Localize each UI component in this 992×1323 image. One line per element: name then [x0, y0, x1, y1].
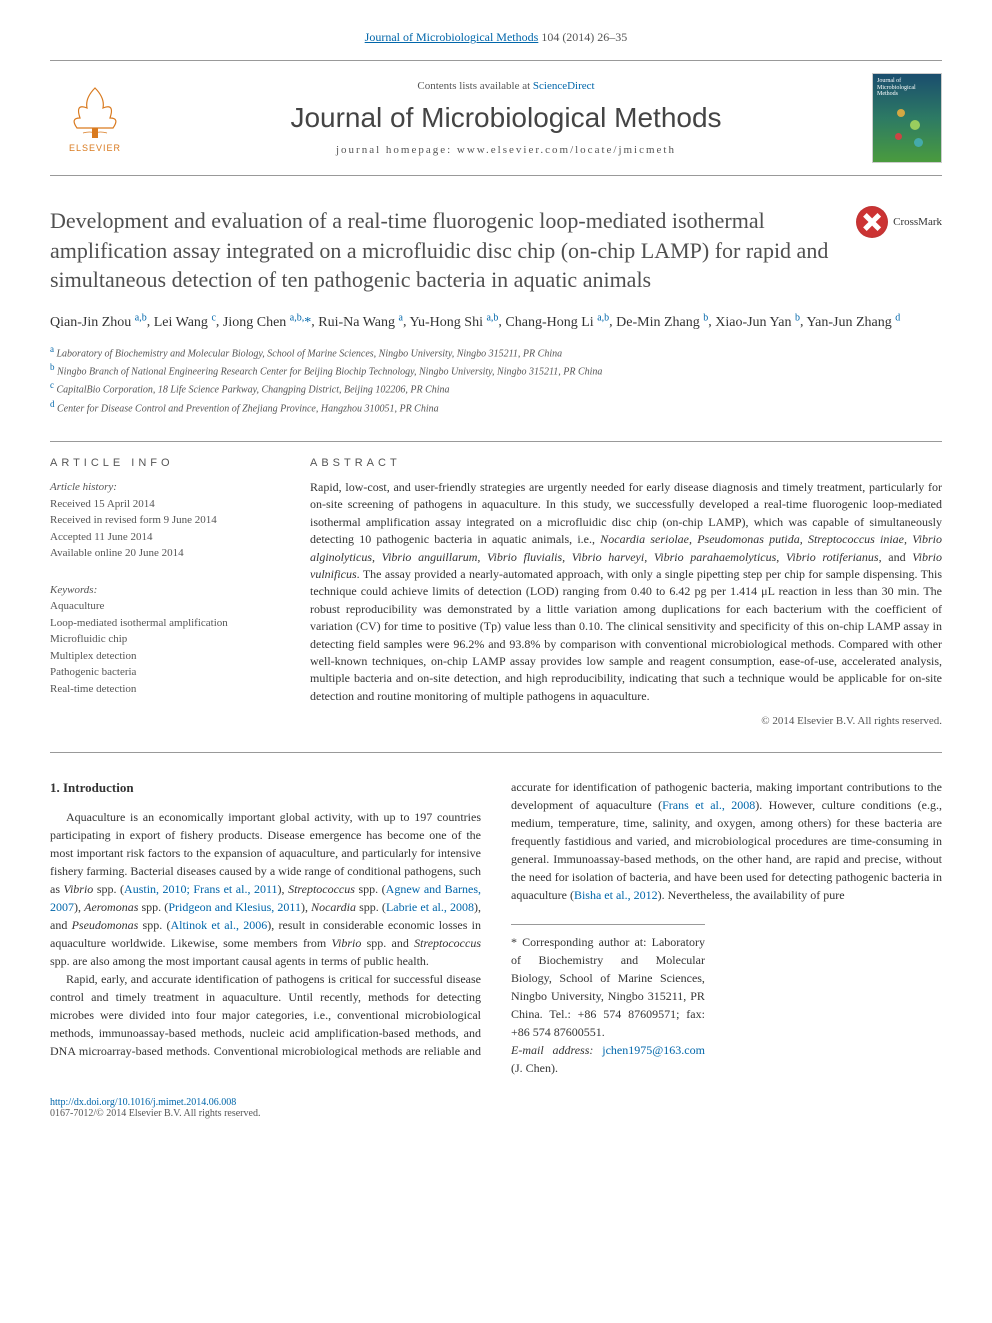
- ref-austin[interactable]: Austin, 2010; Frans et al., 2011: [124, 882, 278, 896]
- intro-p1: Aquaculture is an economically important…: [50, 808, 481, 970]
- history-header: Article history:: [50, 479, 280, 496]
- online-date: Available online 20 June 2014: [50, 545, 280, 562]
- affiliation: d Center for Disease Control and Prevent…: [50, 398, 942, 416]
- author-list: Qian-Jin Zhou a,b, Lei Wang c, Jiong Che…: [50, 310, 942, 333]
- doi-link[interactable]: http://dx.doi.org/10.1016/j.mimet.2014.0…: [50, 1097, 942, 1108]
- contents-line: Contents lists available at ScienceDirec…: [160, 80, 852, 92]
- received-date: Received 15 April 2014: [50, 496, 280, 513]
- corr-star: *: [511, 935, 517, 949]
- abstract-copyright: © 2014 Elsevier B.V. All rights reserved…: [310, 715, 942, 727]
- ref-pridgeon[interactable]: Pridgeon and Klesius, 2011: [168, 900, 301, 914]
- crossmark-label: CrossMark: [893, 216, 942, 228]
- keyword: Loop-mediated isothermal amplification: [50, 615, 280, 632]
- email-name: (J. Chen).: [511, 1061, 558, 1075]
- elsevier-tree-icon: [65, 83, 125, 143]
- keyword: Multiplex detection: [50, 648, 280, 665]
- author: Chang-Hong Li a,b: [505, 315, 609, 330]
- issn-copyright: 0167-7012/© 2014 Elsevier B.V. All right…: [50, 1108, 942, 1119]
- revised-date: Received in revised form 9 June 2014: [50, 512, 280, 529]
- author: Yu-Hong Shi a,b: [409, 315, 498, 330]
- author: Lei Wang c: [154, 315, 216, 330]
- elsevier-logo: ELSEVIER: [50, 73, 140, 163]
- journal-header: ELSEVIER Contents lists available at Sci…: [50, 60, 942, 176]
- affiliation: c CapitalBio Corporation, 18 Life Scienc…: [50, 379, 942, 397]
- keywords-header: Keywords:: [50, 582, 280, 599]
- rule-2: [50, 752, 942, 753]
- sciencedirect-link[interactable]: ScienceDirect: [533, 80, 595, 92]
- keywords-block: Keywords: AquacultureLoop-mediated isoth…: [50, 582, 280, 698]
- author: Xiao-Jun Yan b: [715, 315, 800, 330]
- author: Jiong Chen a,b,*: [223, 315, 311, 330]
- elsevier-text: ELSEVIER: [69, 143, 121, 153]
- journal-title: Journal of Microbiological Methods: [160, 102, 852, 134]
- affiliation: a Laboratory of Biochemistry and Molecul…: [50, 343, 942, 361]
- top-journal[interactable]: Journal of Microbiological Methods: [365, 30, 539, 44]
- corresponding-footer: * Corresponding author at: Laboratory of…: [511, 924, 705, 1077]
- article-info-label: ARTICLE INFO: [50, 457, 280, 469]
- author: Qian-Jin Zhou a,b: [50, 315, 147, 330]
- homepage-url[interactable]: www.elsevier.com/locate/jmicmeth: [457, 144, 676, 156]
- introduction-body: 1. Introduction Aquaculture is an econom…: [50, 778, 942, 1077]
- top-citation: Journal of Microbiological Methods 104 (…: [50, 30, 942, 45]
- ref-altinok[interactable]: Altinok et al., 2006: [170, 918, 267, 932]
- rule-1: [50, 441, 942, 442]
- author: De-Min Zhang b: [616, 315, 708, 330]
- journal-cover-thumb: Journal of Microbiological Methods: [872, 73, 942, 163]
- affiliation-list: a Laboratory of Biochemistry and Molecul…: [50, 343, 942, 416]
- crossmark-icon: [856, 206, 888, 238]
- doi-block: http://dx.doi.org/10.1016/j.mimet.2014.0…: [50, 1097, 942, 1119]
- keyword: Real-time detection: [50, 681, 280, 698]
- keyword: Microfluidic chip: [50, 631, 280, 648]
- ref-bisha[interactable]: Bisha et al., 2012: [574, 888, 658, 902]
- crossmark-badge[interactable]: CrossMark: [856, 206, 942, 238]
- journal-homepage: journal homepage: www.elsevier.com/locat…: [160, 144, 852, 156]
- abstract-text: Rapid, low-cost, and user-friendly strat…: [310, 479, 942, 705]
- article-history: Article history: Received 15 April 2014 …: [50, 479, 280, 562]
- ref-frans[interactable]: Frans et al., 2008: [662, 798, 755, 812]
- corresponding-text: Corresponding author at: Laboratory of B…: [511, 935, 705, 1039]
- author: Yan-Jun Zhang d: [806, 315, 900, 330]
- intro-heading: 1. Introduction: [50, 778, 481, 798]
- keyword: Aquaculture: [50, 598, 280, 615]
- email-label: E-mail address:: [511, 1043, 593, 1057]
- author: Rui-Na Wang a: [318, 315, 403, 330]
- article-title: Development and evaluation of a real-tim…: [50, 206, 841, 295]
- keyword: Pathogenic bacteria: [50, 664, 280, 681]
- accepted-date: Accepted 11 June 2014: [50, 529, 280, 546]
- top-cite: 104 (2014) 26–35: [541, 30, 627, 44]
- email-link[interactable]: jchen1975@163.com: [602, 1043, 705, 1057]
- abstract-label: ABSTRACT: [310, 457, 942, 469]
- ref-labrie[interactable]: Labrie et al., 2008: [386, 900, 474, 914]
- affiliation: b Ningbo Branch of National Engineering …: [50, 361, 942, 379]
